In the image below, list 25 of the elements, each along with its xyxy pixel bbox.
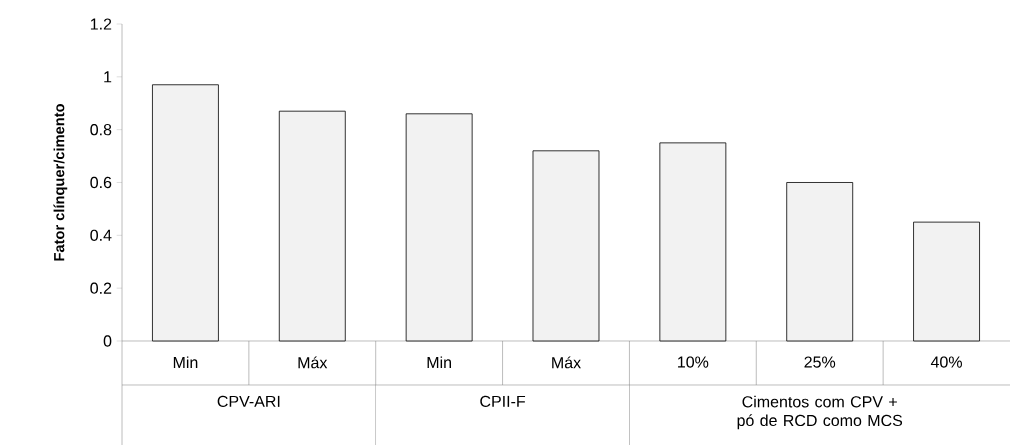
x-tick-label: Min	[173, 356, 198, 368]
text: CPV-ARI	[217, 395, 280, 407]
y-tick-label: 0.8	[90, 123, 112, 136]
x-tick-label: Min	[427, 356, 451, 368]
x-tick-label: 25%	[804, 356, 836, 368]
bar	[278, 110, 346, 342]
x-tick-label: 40%	[930, 356, 962, 368]
text: Cimentos com CPV + pó de RCD como MCS	[737, 395, 903, 430]
y-tick-label: 1.2	[90, 18, 112, 30]
y-tick-label: 0.6	[90, 176, 112, 189]
text: CPII-F	[480, 395, 526, 407]
bar	[786, 181, 854, 342]
y-tick-label: 0.4	[90, 229, 112, 241]
x-tick-label: Máx	[552, 356, 581, 369]
x-tick-label: Máx	[298, 356, 328, 369]
y-tick-label: 0	[103, 335, 112, 347]
bar	[913, 221, 980, 342]
x-tick-label: 10%	[678, 356, 709, 368]
bar	[532, 150, 600, 342]
bar	[152, 84, 219, 342]
y-axis-title: Fator clínquer/cimento	[53, 103, 68, 261]
y-tick-label: 1	[104, 71, 112, 83]
y-tick-label: 0.2	[90, 282, 112, 294]
bar	[659, 142, 727, 342]
bar	[405, 113, 473, 342]
